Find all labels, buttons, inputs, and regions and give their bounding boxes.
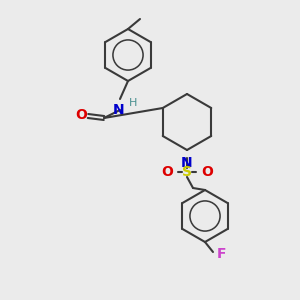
Text: F: F <box>217 247 226 261</box>
Text: N: N <box>113 103 125 117</box>
Text: S: S <box>182 165 192 179</box>
Text: O: O <box>75 108 87 122</box>
Text: H: H <box>129 98 137 108</box>
Text: O: O <box>161 165 173 179</box>
Text: N: N <box>181 156 193 170</box>
Text: O: O <box>201 165 213 179</box>
